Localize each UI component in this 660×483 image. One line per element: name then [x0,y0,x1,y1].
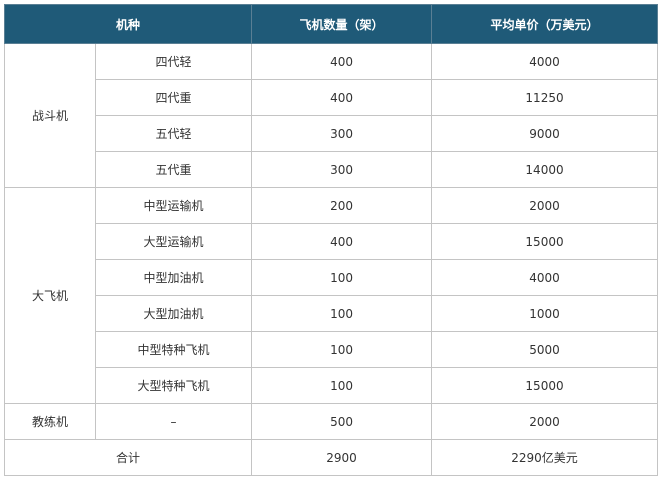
category-cell: 教练机 [4,403,96,440]
count-cell: 300 [251,115,433,152]
price-cell: 1000 [431,295,659,332]
type-cell: 中型运输机 [94,187,253,224]
type-cell: 四代重 [94,79,253,116]
type-cell: 五代重 [94,151,253,188]
price-cell: 9000 [431,115,659,152]
header-count: 飞机数量（架） [251,4,433,44]
price-cell: 11250 [431,79,659,116]
total-count: 2900 [251,439,433,476]
count-cell: 400 [251,43,433,80]
price-cell: 4000 [431,259,659,296]
table-row: 五代轻 300 9000 [5,115,659,152]
count-cell: 400 [251,79,433,116]
aircraft-table: 机种 飞机数量（架） 平均单价（万美元） 战斗机 四代轻 400 4000 四代… [3,4,659,476]
table-row: 五代重 300 14000 [5,151,659,188]
count-cell: 100 [251,295,433,332]
type-cell: – [94,403,253,440]
price-cell: 2000 [431,187,659,224]
price-cell: 15000 [431,223,659,260]
type-cell: 大型特种飞机 [94,367,253,404]
price-cell: 5000 [431,331,659,368]
table-row: 战斗机 四代轻 400 4000 [4,43,659,188]
count-cell: 500 [251,403,433,440]
table-row: 大飞机 中型运输机 200 2000 [4,187,659,404]
category-cell: 战斗机 [4,43,96,188]
count-cell: 300 [251,151,433,188]
price-cell: 2000 [431,403,659,440]
count-cell: 200 [251,187,433,224]
table-row: 教练机 – 500 2000 [4,403,659,440]
total-price: 2290亿美元 [431,439,659,476]
count-cell: 100 [251,367,433,404]
type-cell: 中型加油机 [94,259,253,296]
header-unit-price: 平均单价（万美元） [431,4,659,44]
header-row: 机种 飞机数量（架） 平均单价（万美元） [3,4,659,44]
count-cell: 100 [251,259,433,296]
price-cell: 4000 [431,43,659,80]
table-row: 大型特种飞机 100 15000 [5,367,659,404]
table-row: 中型加油机 100 4000 [5,259,659,296]
count-cell: 400 [251,223,433,260]
table-row: 四代重 400 11250 [5,79,659,116]
header-aircraft-type: 机种 [3,4,253,44]
total-label: 合计 [3,439,253,476]
type-cell: 四代轻 [94,43,253,80]
table-row: 大型运输机 400 15000 [5,223,659,260]
total-row: 合计 2900 2290亿美元 [3,439,659,476]
type-cell: 中型特种飞机 [94,331,253,368]
category-cell: 大飞机 [4,187,96,404]
table-row: 中型特种飞机 100 5000 [5,331,659,368]
type-cell: 大型运输机 [94,223,253,260]
count-cell: 100 [251,331,433,368]
price-cell: 15000 [431,367,659,404]
type-cell: 大型加油机 [94,295,253,332]
price-cell: 14000 [431,151,659,188]
table-row: 大型加油机 100 1000 [5,295,659,332]
type-cell: 五代轻 [94,115,253,152]
